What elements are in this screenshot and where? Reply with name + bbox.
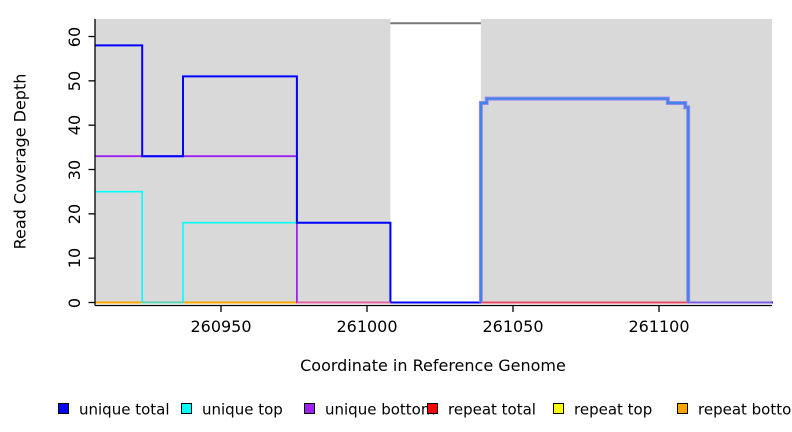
legend-swatch-repeat-total <box>427 403 438 414</box>
x-axis-title: Coordinate in Reference Genome <box>300 356 566 375</box>
shaded-region <box>95 19 391 303</box>
legend-item-repeat-bottom: repeat bottom <box>677 399 792 419</box>
x-tick-label: 261000 <box>336 317 398 336</box>
legend-label: repeat total <box>448 400 536 419</box>
x-tick-label: 261100 <box>628 317 690 336</box>
x-tick-label: 260950 <box>190 317 252 336</box>
y-axis-title: Read Coverage Depth <box>10 73 30 250</box>
legend-item-repeat-top: repeat top <box>553 399 653 419</box>
right-plateau-line <box>479 97 690 303</box>
legend-swatch-repeat-bottom <box>677 403 688 414</box>
x-tick-label: 261050 <box>482 317 544 336</box>
legend-swatch-unique-top <box>181 403 192 414</box>
legend-label: repeat top <box>574 400 653 419</box>
legend-item-repeat-total: repeat total <box>427 399 536 419</box>
legend-label: unique top <box>202 400 283 419</box>
legend-label: unique bottom <box>325 400 436 419</box>
legend-label: repeat bottom <box>698 400 792 419</box>
legend-item-unique-total: unique total <box>58 399 170 419</box>
legend-label: unique total <box>79 400 170 419</box>
legend-item-unique-top: unique top <box>181 399 283 419</box>
y-tick-label: 60 <box>65 26 84 47</box>
legend-swatch-repeat-top <box>553 403 564 414</box>
legend-item-unique-bottom: unique bottom <box>304 399 436 419</box>
legend-swatch-unique-bottom <box>304 403 315 414</box>
shaded-region <box>480 19 772 303</box>
legend-swatch-unique-total <box>58 403 69 414</box>
